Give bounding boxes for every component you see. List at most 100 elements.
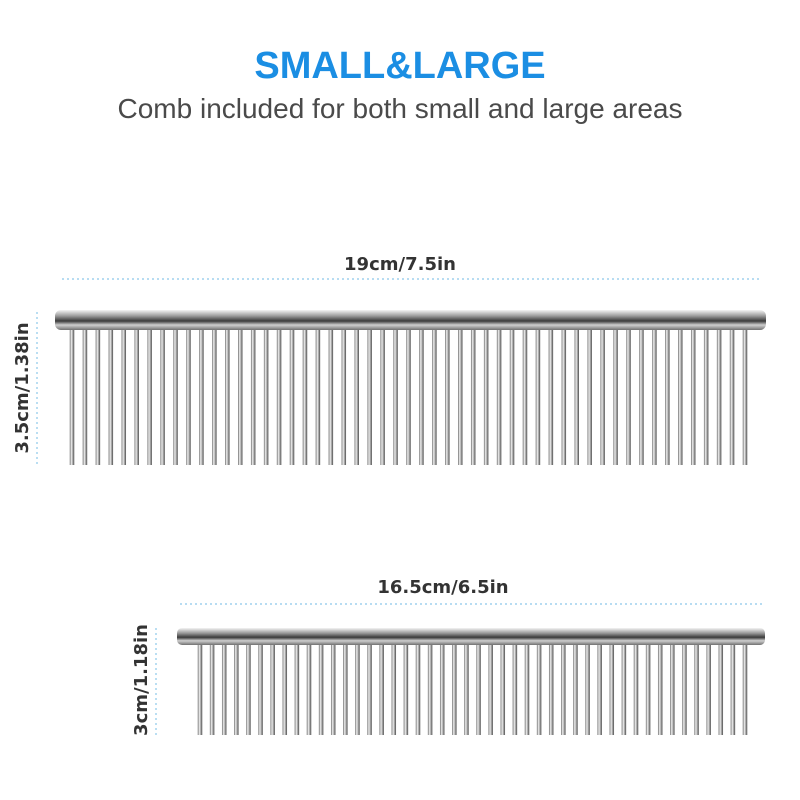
comb-tooth (694, 642, 699, 735)
comb-tooth (415, 642, 421, 735)
comb-tooth (419, 326, 424, 465)
comb-tooth (315, 326, 321, 465)
comb-tooth (355, 642, 360, 735)
comb-tooth (536, 642, 542, 735)
comb-tooth (574, 326, 579, 465)
comb-tooth (393, 326, 398, 465)
comb-tooth (250, 326, 256, 465)
comb-tooth (276, 326, 282, 465)
comb-teeth (69, 326, 748, 465)
comb-tooth (427, 642, 433, 735)
comb-tooth (561, 326, 567, 465)
comb-tooth (496, 326, 502, 465)
comb-tooth (246, 642, 251, 735)
comb-tooth (328, 326, 334, 465)
comb-tooth (343, 642, 348, 735)
comb-tooth (626, 326, 631, 465)
comb-tooth (439, 642, 445, 735)
comb-tooth (476, 642, 481, 735)
comb-tooth (718, 642, 724, 735)
comb-tooth (445, 326, 450, 465)
width-label: 19cm/7.5in (344, 254, 456, 275)
comb-tooth (690, 326, 696, 465)
comb-tooth (633, 642, 639, 735)
comb-tooth (258, 642, 263, 735)
comb-tooth (682, 642, 687, 735)
comb-tooth (294, 642, 300, 735)
comb-tooth (186, 326, 191, 465)
comb-tooth (464, 642, 469, 735)
comb-tooth (452, 642, 457, 735)
comb-tooth (209, 642, 215, 735)
comb-tooth (458, 326, 463, 465)
comb-tooth (238, 326, 243, 465)
comb-tooth (197, 642, 203, 735)
comb-tooth (509, 326, 515, 465)
comb-tooth (391, 642, 397, 735)
comb-tooth (160, 326, 165, 465)
comb-spine (177, 628, 765, 645)
comb-tooth (354, 326, 359, 465)
comb-tooth (613, 326, 618, 465)
comb-tooth (403, 642, 409, 735)
comb-tooth (597, 642, 602, 735)
comb-tooth (367, 642, 372, 735)
comb-tooth (645, 642, 651, 735)
comb-tooth (548, 642, 554, 735)
comb-tooth (263, 326, 269, 465)
comb-tooth (524, 642, 530, 735)
comb-tooth (330, 642, 336, 735)
comb-tooth (282, 642, 288, 735)
comb-tooth (225, 326, 230, 465)
comb-teeth (197, 642, 748, 735)
comb-tooth (665, 326, 670, 465)
comb-tooth (716, 326, 722, 465)
comb-tooth (706, 642, 711, 735)
comb-tooth (318, 642, 324, 735)
comb-tooth (367, 326, 372, 465)
comb-tooth (270, 642, 275, 735)
comb-tooth (488, 642, 493, 735)
comb-tooth (548, 326, 554, 465)
comb-tooth (199, 326, 204, 465)
comb-tooth (289, 326, 295, 465)
comb-tooth (587, 326, 592, 465)
comb-tooth (522, 326, 528, 465)
comb-tooth (95, 326, 101, 465)
comb-tooth (652, 326, 657, 465)
comb-tooth (432, 326, 437, 465)
comb-tooth (173, 326, 178, 465)
comb-tooth (302, 326, 308, 465)
comb-tooth (380, 326, 385, 465)
width-label: 16.5cm/6.5in (377, 577, 508, 598)
comb-tooth (212, 326, 217, 465)
comb-tooth (639, 326, 644, 465)
comb-tooth (69, 326, 75, 465)
comb-tooth (703, 326, 709, 465)
comb-tooth (535, 326, 541, 465)
comb-spine (55, 310, 766, 330)
comb-tooth (500, 642, 506, 735)
comb-tooth (406, 326, 411, 465)
comb-tooth (108, 326, 114, 465)
comb-tooth (483, 326, 489, 465)
comb-tooth (147, 326, 152, 465)
height-label: 3.5cm/1.38in (12, 322, 33, 453)
height-label: 3cm/1.18in (131, 624, 152, 736)
title: SMALL&LARGE (254, 45, 545, 87)
comb-tooth (82, 326, 88, 465)
comb-tooth (134, 326, 139, 465)
comb-tooth (600, 326, 605, 465)
comb-tooth (379, 642, 384, 735)
subtitle: Comb included for both small and large a… (118, 93, 683, 124)
comb-tooth (512, 642, 518, 735)
comb-tooth (670, 642, 675, 735)
comb-tooth (573, 642, 578, 735)
comb-tooth (341, 326, 347, 465)
comb-tooth (657, 642, 663, 735)
comb-tooth (678, 326, 683, 465)
comb-tooth (121, 326, 127, 465)
comb-tooth (306, 642, 312, 735)
comb-tooth (234, 642, 239, 735)
